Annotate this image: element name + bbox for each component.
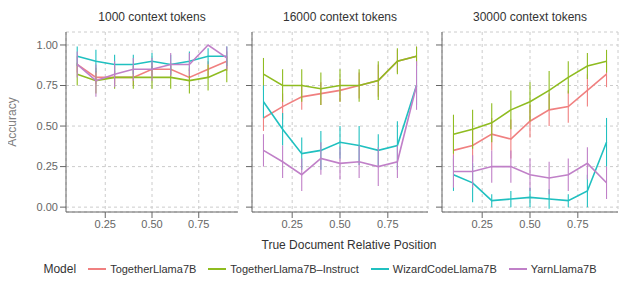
- html-text:YarnLlama7B: YarnLlama7B: [530, 263, 597, 275]
- svg-text:Accuracy: Accuracy: [8, 97, 19, 146]
- html-text:Model: Model: [43, 262, 77, 276]
- svg-text:0.00: 0.00: [37, 201, 58, 213]
- html-text:30000 context tokens: 30000 context tokens: [473, 10, 587, 24]
- html-text:TogetherLlama7B: TogetherLlama7B: [110, 263, 197, 275]
- svg-text:0.50: 0.50: [141, 218, 162, 230]
- svg-text:0.75: 0.75: [567, 218, 588, 230]
- svg-text:0.25: 0.25: [37, 160, 58, 172]
- svg-text:0.75: 0.75: [188, 218, 209, 230]
- svg-text:0.50: 0.50: [329, 218, 350, 230]
- html-text:WizardCodeLlama7B: WizardCodeLlama7B: [392, 263, 497, 275]
- html-text:True Document Relative Positio: True Document Relative Position: [261, 238, 437, 252]
- html-text:TogetherLlama7B–Instruct: TogetherLlama7B–Instruct: [230, 263, 359, 275]
- svg-text:0.25: 0.25: [471, 218, 492, 230]
- html-text:16000 context tokens: 16000 context tokens: [283, 10, 397, 24]
- svg-text:0.25: 0.25: [95, 218, 116, 230]
- svg-text:0.75: 0.75: [37, 79, 58, 91]
- svg-text:0.75: 0.75: [377, 218, 398, 230]
- svg-text:0.50: 0.50: [37, 120, 58, 132]
- svg-text:1.00: 1.00: [37, 39, 58, 51]
- svg-text:0.25: 0.25: [281, 218, 302, 230]
- svg-text:0.50: 0.50: [519, 218, 540, 230]
- html-text:1000 context tokens: 1000 context tokens: [98, 10, 206, 24]
